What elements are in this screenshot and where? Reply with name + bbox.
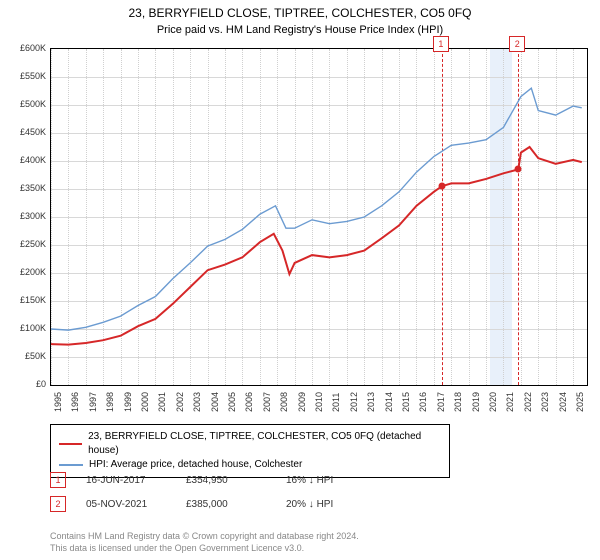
x-tick-label: 2020 bbox=[488, 392, 498, 412]
x-tick-label: 2012 bbox=[349, 392, 359, 412]
sale-marker-box: 1 bbox=[433, 36, 449, 52]
x-tick-label: 2001 bbox=[157, 392, 167, 412]
y-tick-label: £100K bbox=[6, 323, 46, 333]
y-tick-label: £450K bbox=[6, 127, 46, 137]
series-svg bbox=[51, 49, 587, 385]
sale-dot bbox=[438, 183, 445, 190]
legend-label: 23, BERRYFIELD CLOSE, TIPTREE, COLCHESTE… bbox=[88, 430, 441, 458]
x-tick-label: 2014 bbox=[384, 392, 394, 412]
x-tick-label: 2010 bbox=[314, 392, 324, 412]
y-tick-label: £300K bbox=[6, 211, 46, 221]
y-tick-label: £150K bbox=[6, 295, 46, 305]
legend: 23, BERRYFIELD CLOSE, TIPTREE, COLCHESTE… bbox=[50, 424, 450, 478]
legend-row: HPI: Average price, detached house, Colc… bbox=[59, 458, 441, 472]
x-tick-label: 2019 bbox=[471, 392, 481, 412]
attribution-line2: This data is licensed under the Open Gov… bbox=[50, 542, 359, 554]
x-tick-label: 1996 bbox=[70, 392, 80, 412]
legend-row: 23, BERRYFIELD CLOSE, TIPTREE, COLCHESTE… bbox=[59, 430, 441, 458]
x-tick-label: 2011 bbox=[331, 393, 341, 412]
y-tick-label: £550K bbox=[6, 71, 46, 81]
plot-area bbox=[50, 48, 588, 386]
chart-title: 23, BERRYFIELD CLOSE, TIPTREE, COLCHESTE… bbox=[0, 0, 600, 20]
x-tick-label: 2017 bbox=[436, 392, 446, 412]
y-tick-label: £50K bbox=[6, 351, 46, 361]
y-tick-label: £200K bbox=[6, 267, 46, 277]
x-tick-label: 2006 bbox=[244, 392, 254, 412]
series-line bbox=[51, 147, 582, 345]
sale-price: £354,950 bbox=[186, 475, 266, 486]
x-tick-label: 2022 bbox=[523, 392, 533, 412]
x-tick-label: 2003 bbox=[192, 392, 202, 412]
sale-date: 05-NOV-2021 bbox=[86, 499, 166, 510]
x-tick-label: 2025 bbox=[575, 392, 585, 412]
x-tick-label: 2009 bbox=[297, 392, 307, 412]
x-tick-label: 2018 bbox=[453, 392, 463, 412]
sale-row: 2 05-NOV-2021 £385,000 20% ↓ HPI bbox=[50, 496, 366, 512]
x-tick-label: 1999 bbox=[123, 392, 133, 412]
legend-label: HPI: Average price, detached house, Colc… bbox=[89, 458, 302, 472]
y-tick-label: £0 bbox=[6, 379, 46, 389]
x-tick-label: 2004 bbox=[210, 392, 220, 412]
y-tick-label: £250K bbox=[6, 239, 46, 249]
x-tick-label: 2016 bbox=[418, 392, 428, 412]
sale-date: 16-JUN-2017 bbox=[86, 475, 166, 486]
chart-subtitle: Price paid vs. HM Land Registry's House … bbox=[0, 20, 600, 36]
sale-price: £385,000 bbox=[186, 499, 266, 510]
sale-row-marker: 2 bbox=[50, 496, 66, 512]
chart-container: 23, BERRYFIELD CLOSE, TIPTREE, COLCHESTE… bbox=[0, 0, 600, 560]
series-line bbox=[51, 88, 582, 330]
sale-dot bbox=[515, 166, 522, 173]
x-tick-label: 2013 bbox=[366, 392, 376, 412]
y-tick-label: £400K bbox=[6, 155, 46, 165]
sale-marker-box: 2 bbox=[509, 36, 525, 52]
x-tick-label: 2005 bbox=[227, 392, 237, 412]
y-tick-label: £600K bbox=[6, 43, 46, 53]
x-tick-label: 2023 bbox=[540, 392, 550, 412]
x-tick-label: 1997 bbox=[88, 392, 98, 412]
sale-delta: 16% ↓ HPI bbox=[286, 475, 366, 486]
attribution-line1: Contains HM Land Registry data © Crown c… bbox=[50, 530, 359, 542]
x-tick-label: 1995 bbox=[53, 392, 63, 412]
attribution: Contains HM Land Registry data © Crown c… bbox=[50, 530, 359, 554]
x-tick-label: 2002 bbox=[175, 392, 185, 412]
legend-swatch bbox=[59, 464, 83, 466]
x-tick-label: 2021 bbox=[505, 392, 515, 412]
sale-row: 1 16-JUN-2017 £354,950 16% ↓ HPI bbox=[50, 472, 366, 488]
sale-delta: 20% ↓ HPI bbox=[286, 499, 366, 510]
x-tick-label: 1998 bbox=[105, 392, 115, 412]
y-tick-label: £350K bbox=[6, 183, 46, 193]
x-tick-label: 2008 bbox=[279, 392, 289, 412]
sale-row-marker: 1 bbox=[50, 472, 66, 488]
x-tick-label: 2007 bbox=[262, 392, 272, 412]
x-tick-label: 2015 bbox=[401, 392, 411, 412]
legend-swatch bbox=[59, 443, 82, 445]
x-tick-label: 2000 bbox=[140, 392, 150, 412]
y-tick-label: £500K bbox=[6, 99, 46, 109]
x-tick-label: 2024 bbox=[558, 392, 568, 412]
